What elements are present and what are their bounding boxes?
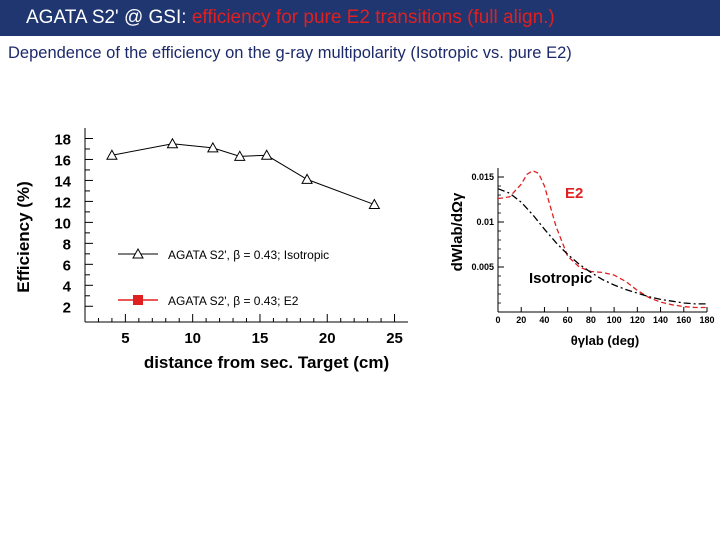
y-tick-label: 4 — [63, 278, 72, 295]
y-tick-label-angular: 0.015 — [471, 172, 494, 182]
y-tick-label: 18 — [54, 131, 71, 148]
legend-marker-isotropic — [132, 247, 144, 259]
x-tick-label-angular: 120 — [630, 315, 645, 325]
x-axis-label-angular: θγlab (deg) — [571, 333, 639, 348]
x-tick-label-angular: 20 — [516, 315, 526, 325]
data-point-isotropic — [106, 149, 118, 160]
y-tick-label: 16 — [54, 152, 71, 169]
x-tick-label-angular: 100 — [607, 315, 622, 325]
data-point-isotropic — [301, 173, 313, 184]
slide-title-accent: efficiency for pure E2 transitions (full… — [191, 7, 555, 28]
slide-subtitle: Dependence of the efficiency on the g-ra… — [8, 44, 720, 63]
x-tick-label-angular: 40 — [539, 315, 549, 325]
subtitle-suffix: vs. pure E2) — [478, 44, 572, 62]
data-point-isotropic — [166, 137, 179, 149]
x-tick-label: 5 — [121, 330, 129, 347]
x-tick-label: 10 — [184, 330, 201, 347]
x-tick-label-angular: 160 — [676, 315, 691, 325]
x-tick-label-angular: 0 — [495, 315, 500, 325]
slide-title: AGATA S2' @ GSI: efficiency for pure E2 … — [0, 0, 720, 36]
y-tick-label: 6 — [63, 257, 71, 274]
x-tick-label-angular: 80 — [586, 315, 596, 325]
data-point-isotropic — [207, 141, 219, 153]
y-tick-label: 10 — [54, 215, 71, 232]
legend-marker-e2 — [133, 295, 143, 305]
y-axis-label-angular: dWlab/dΩγ — [449, 192, 466, 271]
y-tick-label: 2 — [63, 299, 71, 316]
series-line-e2 — [497, 169, 707, 309]
y-tick-label-angular: 0.005 — [471, 262, 494, 272]
data-point-isotropic — [368, 198, 381, 210]
data-point-isotropic — [260, 149, 273, 160]
data-point-isotropic — [233, 150, 246, 161]
x-tick-label-angular: 140 — [653, 315, 668, 325]
legend-label-isotropic: AGATA S2', β = 0.43; Isotropic — [168, 248, 329, 262]
y-tick-label: 14 — [54, 173, 71, 190]
y-tick-label-angular: 0.01 — [476, 217, 494, 227]
x-tick-label: 20 — [319, 330, 336, 347]
series-line-isotropic-angular — [497, 188, 707, 305]
series-label-isotropic: Isotropic — [529, 270, 592, 287]
subtitle-isotropic: Isotropic — [415, 44, 479, 62]
legend-label-e2: AGATA S2', β = 0.43; E2 — [168, 294, 299, 308]
x-tick-label-angular: 60 — [563, 315, 573, 325]
y-tick-label: 8 — [63, 236, 71, 253]
subtitle-prefix: Dependence of the efficiency on the g-ra… — [8, 44, 416, 62]
x-tick-label: 25 — [386, 330, 403, 347]
x-axis-label: distance from sec. Target (cm) — [144, 353, 389, 372]
x-tick-label-angular: 180 — [699, 315, 714, 325]
y-axis-label: Efficiency (%) — [14, 181, 33, 292]
x-tick-label: 15 — [252, 330, 269, 347]
y-tick-label: 12 — [54, 194, 71, 211]
series-line-isotropic — [111, 143, 375, 206]
slide-title-main: AGATA S2' @ GSI: — [26, 7, 192, 28]
series-label-e2: E2 — [565, 185, 583, 202]
